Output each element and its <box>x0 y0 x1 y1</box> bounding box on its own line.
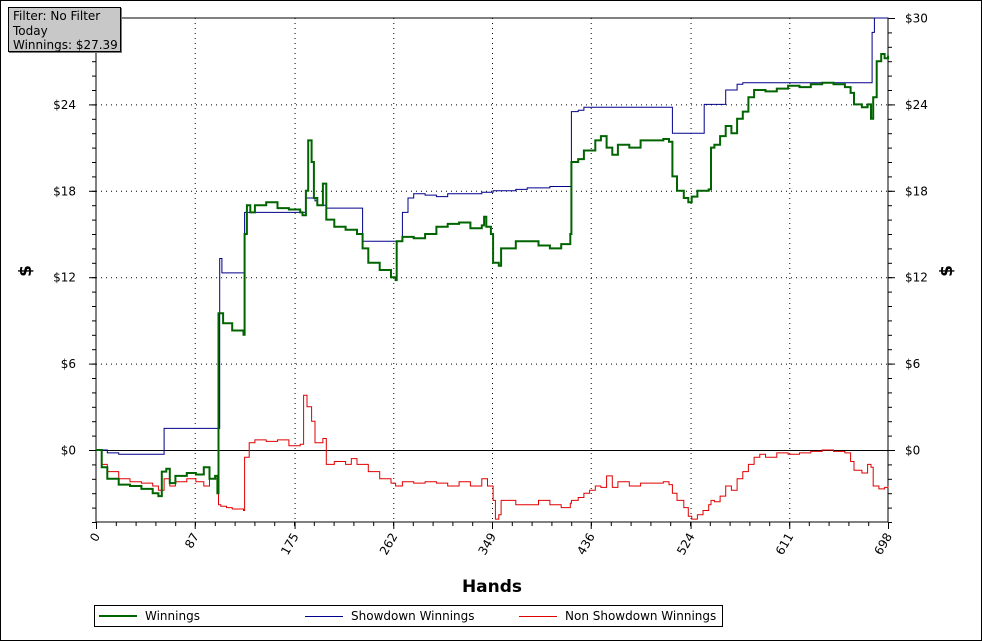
chart-legend: Winnings Showdown Winnings Non Showdown … <box>94 605 723 627</box>
y-tick-label-right: $6 <box>905 357 920 371</box>
x-tick-label: 524 <box>674 531 698 558</box>
winnings-total: Winnings: $27.39 <box>13 38 118 52</box>
x-tick-label: 611 <box>773 531 797 558</box>
y-tick-label: $0 <box>61 444 76 458</box>
filter-info-box: Filter: No Filter Today Winnings: $27.39 <box>8 7 121 52</box>
legend-swatch-non-showdown <box>519 615 557 617</box>
x-tick-label: 698 <box>872 531 896 558</box>
legend-swatch-showdown <box>305 615 343 617</box>
x-tick-label: 349 <box>476 531 500 558</box>
x-tick-label: 175 <box>278 531 302 558</box>
x-tick-label: 436 <box>574 531 598 558</box>
x-tick-label: 0 <box>87 531 103 545</box>
legend-swatch-winnings <box>99 615 137 617</box>
x-tick-label: 87 <box>182 531 202 551</box>
y-tick-label: $18 <box>53 184 76 198</box>
y-axis-title-left: $ <box>16 265 36 277</box>
y-tick-label: $6 <box>61 357 76 371</box>
y-tick-label: $12 <box>53 271 76 285</box>
period-label: Today <box>13 23 48 38</box>
y-tick-label-right: $24 <box>905 98 928 112</box>
y-tick-label-right: $18 <box>905 184 928 198</box>
non-showdown-winnings-line <box>96 394 889 520</box>
y-tick-label: $24 <box>53 98 76 112</box>
legend-item-non-showdown: Non Showdown Winnings <box>519 606 716 626</box>
filter-label: Filter: No Filter <box>13 9 101 23</box>
legend-item-showdown: Showdown Winnings <box>305 606 475 626</box>
y-tick-label-right: $12 <box>905 271 928 285</box>
legend-label-non-showdown: Non Showdown Winnings <box>565 609 717 623</box>
y-tick-label-right: $30 <box>905 12 928 26</box>
showdown-winnings-line <box>96 17 888 455</box>
legend-label-showdown: Showdown Winnings <box>351 609 475 623</box>
x-tick-label: 262 <box>377 531 401 558</box>
legend-item-winnings: Winnings <box>99 606 200 626</box>
y-axis-title-right: $ <box>937 265 957 277</box>
legend-label-winnings: Winnings <box>145 609 200 623</box>
x-axis-title: Hands <box>462 577 522 597</box>
y-tick-label-right: $0 <box>905 444 920 458</box>
winnings-line <box>96 53 889 498</box>
